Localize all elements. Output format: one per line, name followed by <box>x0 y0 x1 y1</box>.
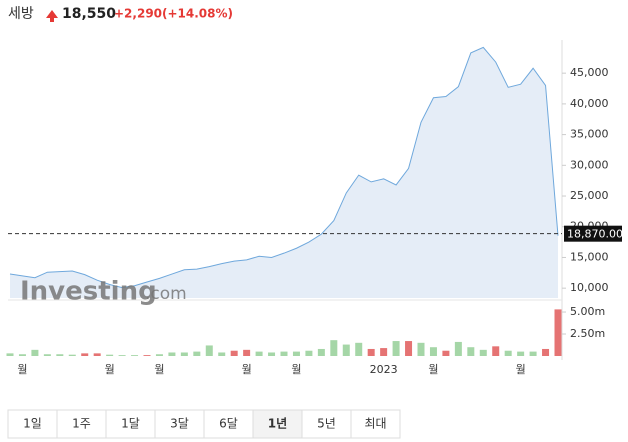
range-button[interactable] <box>105 409 156 439</box>
volume-bar <box>56 354 64 356</box>
range-button-label[interactable]: 1주 <box>72 417 91 431</box>
volume-bar <box>305 350 313 356</box>
range-button-label[interactable]: 3달 <box>170 417 189 431</box>
volume-bar <box>330 340 338 356</box>
range-button-label[interactable]: 6달 <box>219 417 238 431</box>
x-tick-label: 월 <box>516 363 526 376</box>
volume-bar <box>429 347 437 356</box>
range-button[interactable] <box>350 409 401 439</box>
volume-bar <box>218 352 226 356</box>
watermark-suffix: .com <box>145 284 187 304</box>
volume-bar <box>205 345 213 356</box>
stock-name: 세방 <box>8 6 34 22</box>
volume-bar <box>243 349 251 356</box>
volume-bar <box>467 347 475 356</box>
x-tick-label: 2023 <box>370 363 398 376</box>
y-tick-label: 15,000 <box>570 250 609 263</box>
x-tick-label: 월 <box>17 363 27 376</box>
volume-bar <box>155 354 163 356</box>
y-tick-label: 40,000 <box>570 97 609 110</box>
volume-bar <box>93 353 101 356</box>
change: +2,290 <box>114 7 162 21</box>
volume-tick-label: 2.50m <box>570 327 605 340</box>
volume-bar <box>255 351 263 356</box>
price: 18,550 <box>62 6 116 22</box>
volume-bar <box>367 348 375 356</box>
x-tick-label: 월 <box>242 363 252 376</box>
y-tick-label: 25,000 <box>570 189 609 202</box>
volume-bar <box>492 346 500 356</box>
range-buttons: 1일 1주 1달 3달 6달 1년 5년 최대 <box>7 409 401 439</box>
range-button-label[interactable]: 1일 <box>23 417 42 431</box>
volume-bar <box>317 348 325 356</box>
y-tick-label: 10,000 <box>570 281 609 294</box>
y-tick-label: 45,000 <box>570 66 609 79</box>
volume-bar <box>542 348 550 356</box>
volume-bar <box>131 355 139 356</box>
volume-bar <box>442 350 450 356</box>
range-button[interactable] <box>301 409 352 439</box>
volume-bar <box>454 341 462 356</box>
volume-bar <box>554 309 562 356</box>
last-price-box <box>564 225 622 242</box>
x-tick-label: 월 <box>154 363 164 376</box>
volume-bar <box>68 354 76 356</box>
volume-bar <box>405 341 413 356</box>
volume-bar <box>81 353 89 356</box>
volume-bar <box>392 341 400 356</box>
volume-bar <box>118 355 126 356</box>
range-button-label[interactable]: 최대 <box>364 417 386 431</box>
volume-bar <box>417 342 425 356</box>
y-tick-label: 30,000 <box>570 158 609 171</box>
change-pct: (+14.08%) <box>162 7 233 21</box>
volume-bar <box>43 354 51 356</box>
y-tick-label: 35,000 <box>570 128 609 141</box>
volume-bar <box>230 350 238 356</box>
volume-bar <box>380 348 388 356</box>
last-price-label: 18,870.00 <box>567 228 623 241</box>
range-button-label[interactable]: 1달 <box>121 417 140 431</box>
volume-bar <box>18 354 26 356</box>
range-button-label[interactable]: 5년 <box>317 417 336 431</box>
volume-bar <box>268 352 276 356</box>
x-tick-label: 월 <box>291 363 301 376</box>
volume-bar <box>280 351 288 356</box>
volume-bar <box>517 351 525 356</box>
range-button[interactable] <box>7 409 58 439</box>
x-tick-label: 월 <box>428 363 438 376</box>
price-line <box>9 46 559 289</box>
volume-bar <box>479 349 487 356</box>
volume-bar <box>180 352 188 356</box>
volume-bar <box>342 344 350 356</box>
range-button-label[interactable]: 1년 <box>268 417 287 431</box>
area <box>10 47 558 298</box>
volume-bar <box>143 355 151 356</box>
volume-bar <box>504 350 512 356</box>
volume-bar <box>106 354 114 356</box>
volume-bar <box>168 352 176 356</box>
volume-bar <box>529 351 537 356</box>
plot: 10,00015,00020,00025,00030,00035,00040,0… <box>6 46 623 376</box>
volume-bar <box>355 342 363 356</box>
x-tick-label: 월 <box>105 363 115 376</box>
volume-bar <box>6 353 14 356</box>
volume-bar <box>31 349 39 356</box>
volume-bar <box>193 351 201 356</box>
up-arrow <box>46 10 58 22</box>
volume-tick-label: 5.00m <box>570 305 605 318</box>
watermark: Investing <box>20 277 157 307</box>
volume-bar <box>292 351 300 356</box>
